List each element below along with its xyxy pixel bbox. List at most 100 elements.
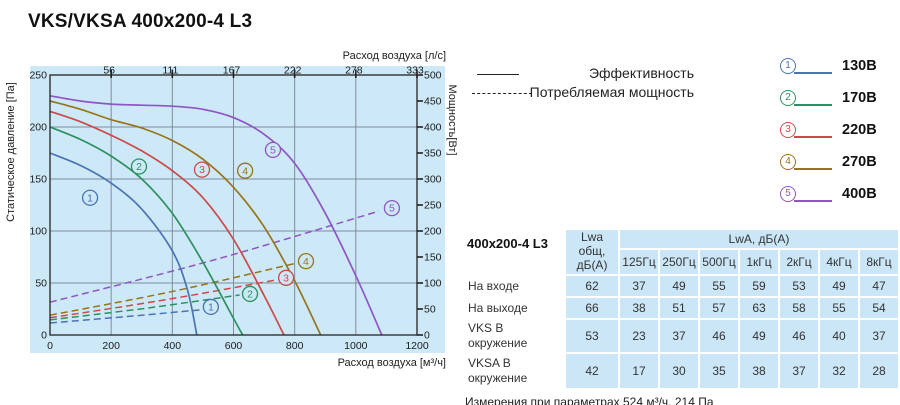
svg-text:400: 400 [424, 122, 442, 134]
efficiency-legend-label: Эффективность [588, 65, 694, 81]
solid-line-swatch [477, 74, 519, 75]
svg-text:222: 222 [284, 66, 302, 77]
circled-number-icon: 1 [780, 58, 796, 74]
svg-text:600: 600 [225, 340, 243, 352]
circled-number-icon: 2 [780, 90, 796, 106]
svg-text:278: 278 [345, 66, 363, 77]
svg-text:167: 167 [223, 66, 241, 77]
cell-value: 49 [820, 276, 858, 296]
svg-text:2: 2 [136, 161, 142, 173]
svg-text:200: 200 [424, 226, 442, 238]
svg-text:100: 100 [424, 278, 442, 290]
table-row: На выходе 66 38 51 57 63 58 55 54 [467, 298, 898, 318]
col-header-frequency: 8кГц [860, 250, 898, 274]
col-header-frequency: 500Гц [700, 250, 738, 274]
cell-value: 37 [780, 354, 818, 388]
svg-text:350: 350 [424, 148, 442, 160]
svg-text:0: 0 [41, 330, 47, 342]
svg-text:150: 150 [424, 252, 442, 264]
series-color-line [794, 104, 832, 106]
svg-text:200: 200 [30, 122, 47, 134]
svg-text:3: 3 [199, 164, 205, 176]
series-color-line [794, 136, 832, 138]
table-row: На входе 62 37 49 55 59 53 49 47 [467, 276, 898, 296]
cell-total: 53 [566, 320, 618, 352]
svg-text:56: 56 [103, 66, 115, 77]
y-axis-title-left: Статическое давление [Па] [5, 82, 17, 222]
measurement-note: Измерения при параметрах 524 м³/ч, 214 П… [465, 395, 714, 405]
col-header-lwa-total: Lwa общ, дБ(A) [566, 230, 618, 274]
svg-text:300: 300 [424, 174, 442, 186]
svg-text:800: 800 [286, 340, 304, 352]
x-axis-title-top: Расход воздуха [л/с] [342, 50, 446, 62]
svg-text:5: 5 [389, 203, 395, 215]
cell-value: 59 [740, 276, 778, 296]
row-label: VKSA В окружение [468, 356, 528, 385]
cell-total: 62 [566, 276, 618, 296]
svg-text:2: 2 [247, 289, 253, 301]
table-row: VKS В окружение 53 23 37 46 49 46 40 37 [467, 320, 898, 352]
x-axis-title-bottom: Расход воздуха [м³/ч] [337, 357, 446, 369]
page-title: VKS/VKSA 400x200-4 L3 [28, 11, 253, 32]
svg-text:400: 400 [164, 340, 182, 352]
cell-value: 53 [780, 276, 818, 296]
voltage-legend-entry: 4 270В [780, 154, 900, 171]
row-label: На входе [468, 278, 519, 293]
svg-text:4: 4 [303, 256, 309, 268]
cell-value: 63 [740, 298, 778, 318]
fan-curve-chart-panel: 1 1 2 2 3 3 4 4 5 5 56 111 167 222 278 333 0 50 100 150 200 2… [30, 66, 445, 353]
svg-text:0: 0 [47, 340, 53, 352]
voltage-legend-entry: 5 400В [780, 186, 900, 203]
voltage-label: 130В [842, 58, 877, 74]
cell-value: 28 [860, 354, 898, 388]
dashed-line-swatch [472, 93, 532, 94]
svg-text:450: 450 [424, 96, 442, 108]
circled-number-icon: 4 [780, 154, 796, 170]
voltage-label: 270В [842, 154, 877, 170]
col-header-frequency: 1кГц [740, 250, 778, 274]
svg-text:200: 200 [102, 340, 120, 352]
svg-text:1000: 1000 [344, 340, 368, 352]
cell-value: 58 [780, 298, 818, 318]
power-legend-label: Потребляемая мощность [529, 84, 694, 100]
col-header-frequency: 4кГц [820, 250, 858, 274]
cell-value: 46 [700, 320, 738, 352]
cell-value: 32 [820, 354, 858, 388]
svg-text:50: 50 [424, 304, 436, 316]
cell-value: 47 [860, 276, 898, 296]
cell-value: 49 [740, 320, 778, 352]
row-label: На выходе [468, 300, 528, 315]
cell-value: 55 [820, 298, 858, 318]
svg-text:100: 100 [30, 226, 47, 238]
table-model-label: 400x200-4 L3 [467, 236, 548, 251]
cell-value: 17 [620, 354, 658, 388]
cell-value: 38 [740, 354, 778, 388]
cell-value: 49 [660, 276, 698, 296]
svg-text:500: 500 [424, 70, 442, 82]
col-group-header-lwa: LwA, дБ(A) [620, 230, 898, 248]
svg-text:50: 50 [35, 278, 47, 290]
svg-text:111: 111 [162, 66, 178, 77]
svg-text:0: 0 [424, 330, 430, 342]
cell-value: 30 [660, 354, 698, 388]
cell-total: 66 [566, 298, 618, 318]
cell-value: 23 [620, 320, 658, 352]
svg-text:5: 5 [270, 144, 276, 156]
voltage-label: 400В [842, 186, 877, 202]
svg-text:250: 250 [424, 200, 442, 212]
cell-value: 54 [860, 298, 898, 318]
svg-text:1: 1 [208, 302, 214, 314]
svg-text:150: 150 [30, 174, 47, 186]
col-header-frequency: 125Гц [620, 250, 658, 274]
voltage-label: 170В [842, 90, 877, 106]
cell-value: 40 [820, 320, 858, 352]
voltage-legend-entry: 2 170В [780, 90, 900, 107]
cell-value: 51 [660, 298, 698, 318]
sound-level-table: 400x200-4 L3 Lwa общ, дБ(A) LwA, дБ(A) 125Г… [465, 228, 900, 390]
svg-text:333: 333 [406, 66, 424, 77]
svg-text:1: 1 [87, 192, 93, 204]
cell-value: 37 [660, 320, 698, 352]
col-header-frequency: 250Гц [660, 250, 698, 274]
voltage-legend-entry: 1 130В [780, 58, 900, 75]
